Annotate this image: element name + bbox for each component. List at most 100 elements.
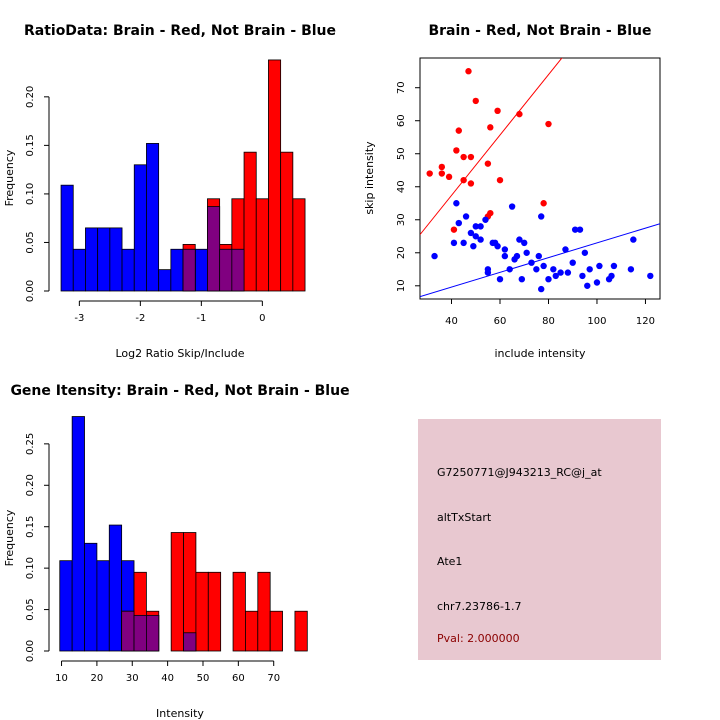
ratio-overlap-bar	[231, 248, 245, 292]
not-brain-point	[630, 236, 637, 243]
not-brain-point	[472, 233, 479, 240]
intensity-histogram-bars	[59, 416, 308, 652]
not-brain-point	[472, 223, 479, 230]
not-brain-point	[455, 219, 462, 227]
brain-point	[455, 127, 462, 134]
brain-point	[545, 120, 552, 128]
intensity-not-brain-bar	[59, 560, 73, 652]
intensity-not-brain-bar	[71, 416, 85, 652]
ratio-y-tick-label: 0.15	[25, 134, 36, 156]
not-brain-point	[562, 246, 569, 253]
scatter-x-label: include intensity	[494, 347, 586, 360]
not-brain-point	[579, 272, 586, 280]
ratio-not-brain-bar	[146, 143, 160, 292]
intensity-overlap-bar	[133, 614, 147, 652]
brain-point	[460, 176, 467, 184]
not-brain-point	[482, 216, 489, 223]
not-brain-point	[569, 259, 576, 266]
ratio-x-tick-label: -2	[135, 313, 145, 324]
not-brain-point	[467, 229, 475, 237]
ratio-y-tick-label: 0.10	[25, 183, 36, 205]
intensity-brain-bar	[294, 610, 308, 652]
brain-point	[540, 200, 547, 207]
scatter-clipped-group	[420, 58, 660, 298]
ratio-x-tick-label: 0	[259, 313, 265, 324]
intensity-y-tick-label: 0.25	[25, 433, 36, 455]
intensity-x-tick-label: 30	[126, 673, 139, 684]
intensity-histogram-panel: Gene Itensity: Brain - Red, Not Brain - …	[3, 383, 350, 720]
ratio-histogram-title: RatioData: Brain - Red, Not Brain - Blue	[24, 23, 336, 39]
not-brain-point	[462, 213, 470, 220]
brain-point	[516, 110, 523, 118]
scatter-x-tick-label: 100	[587, 316, 606, 327]
ratio-not-brain-bar	[121, 248, 135, 292]
intensity-y-axis: 0.00 0.05 0.10 0.15 0.20 0.25	[25, 433, 50, 662]
scatter-panel: Brain - Red, Not Brain - Blue 40 60 80 100 1…	[363, 23, 661, 360]
not-brain-point	[552, 272, 559, 280]
ratio-brain-bar	[268, 59, 282, 292]
not-brain-point	[528, 259, 535, 266]
scatter-x-tick-label: 80	[542, 316, 555, 327]
not-brain-point	[431, 252, 438, 260]
not-brain-point	[501, 252, 509, 260]
not-brain-point	[596, 262, 603, 270]
scatter-y-axis: 10 20 30 40 50 60 70	[396, 81, 420, 292]
brain-point	[450, 226, 458, 233]
scatter-y-label: skip intensity	[363, 141, 376, 215]
intensity-brain-bar	[207, 571, 222, 652]
ratio-overlap-bar	[207, 206, 221, 292]
not-brain-point	[564, 269, 572, 276]
probe-id: G7250771@J943213_RC@j_at	[437, 466, 602, 479]
ratio-not-brain-bar	[170, 248, 184, 292]
not-brain-point	[538, 285, 545, 293]
intensity-overlap-bar	[183, 632, 197, 652]
scatter-y-tick-label: 60	[396, 114, 407, 127]
ratio-y-tick-label: 0.00	[25, 280, 36, 302]
not-brain-point	[518, 275, 526, 283]
ratio-brain-bar	[255, 198, 269, 292]
not-brain-point	[608, 272, 615, 280]
scatter-plot-box	[419, 57, 661, 300]
chromosome-location: chr7.23786-1.7	[437, 600, 522, 613]
scatter-x-tick-label: 60	[494, 316, 507, 327]
not-brain-point	[453, 200, 460, 207]
not-brain-point	[470, 242, 477, 250]
brain-point	[438, 170, 446, 177]
intensity-brain-bar	[232, 571, 246, 652]
not-brain-point	[540, 262, 547, 270]
not-brain-point	[484, 269, 492, 276]
scatter-y-tick-label: 40	[396, 180, 407, 193]
ratio-not-brain-bar	[158, 269, 172, 292]
not-brain-point	[513, 252, 521, 260]
intensity-y-tick-label: 0.20	[25, 474, 36, 496]
intensity-y-tick-label: 0.00	[25, 640, 36, 662]
not-brain-point	[550, 266, 557, 273]
intensity-brain-bar	[269, 610, 283, 652]
not-brain-fit-line	[420, 223, 660, 298]
not-brain-point	[581, 249, 589, 256]
not-brain-point	[501, 246, 509, 253]
brain-point	[438, 163, 446, 171]
not-brain-point	[506, 266, 513, 273]
not-brain-point	[610, 262, 618, 270]
intensity-x-tick-label: 50	[197, 673, 210, 684]
intensity-y-tick-label: 0.10	[25, 557, 36, 579]
not-brain-point	[477, 223, 484, 230]
intensity-histogram-title: Gene Itensity: Brain - Red, Not Brain - …	[10, 383, 349, 399]
brain-point	[467, 180, 475, 187]
not-brain-point	[496, 275, 504, 283]
ratio-not-brain-bar	[133, 164, 147, 292]
intensity-x-tick-label: 40	[161, 673, 174, 684]
event-type: altTxStart	[437, 511, 492, 524]
scatter-plot-area	[420, 58, 660, 298]
ratio-not-brain-bar	[109, 227, 123, 292]
ratio-histogram-panel: RatioData: Brain - Red, Not Brain - Blue…	[3, 23, 336, 360]
intensity-x-axis: 10 20 30 40 50 60 70	[55, 660, 280, 684]
not-brain-point	[647, 272, 654, 280]
not-brain-point	[508, 203, 516, 210]
ratio-not-brain-bar	[85, 227, 99, 292]
ratio-x-tick-label: -1	[196, 313, 206, 324]
intensity-y-label: Frequency	[3, 509, 16, 566]
intensity-x-tick-label: 10	[55, 673, 68, 684]
